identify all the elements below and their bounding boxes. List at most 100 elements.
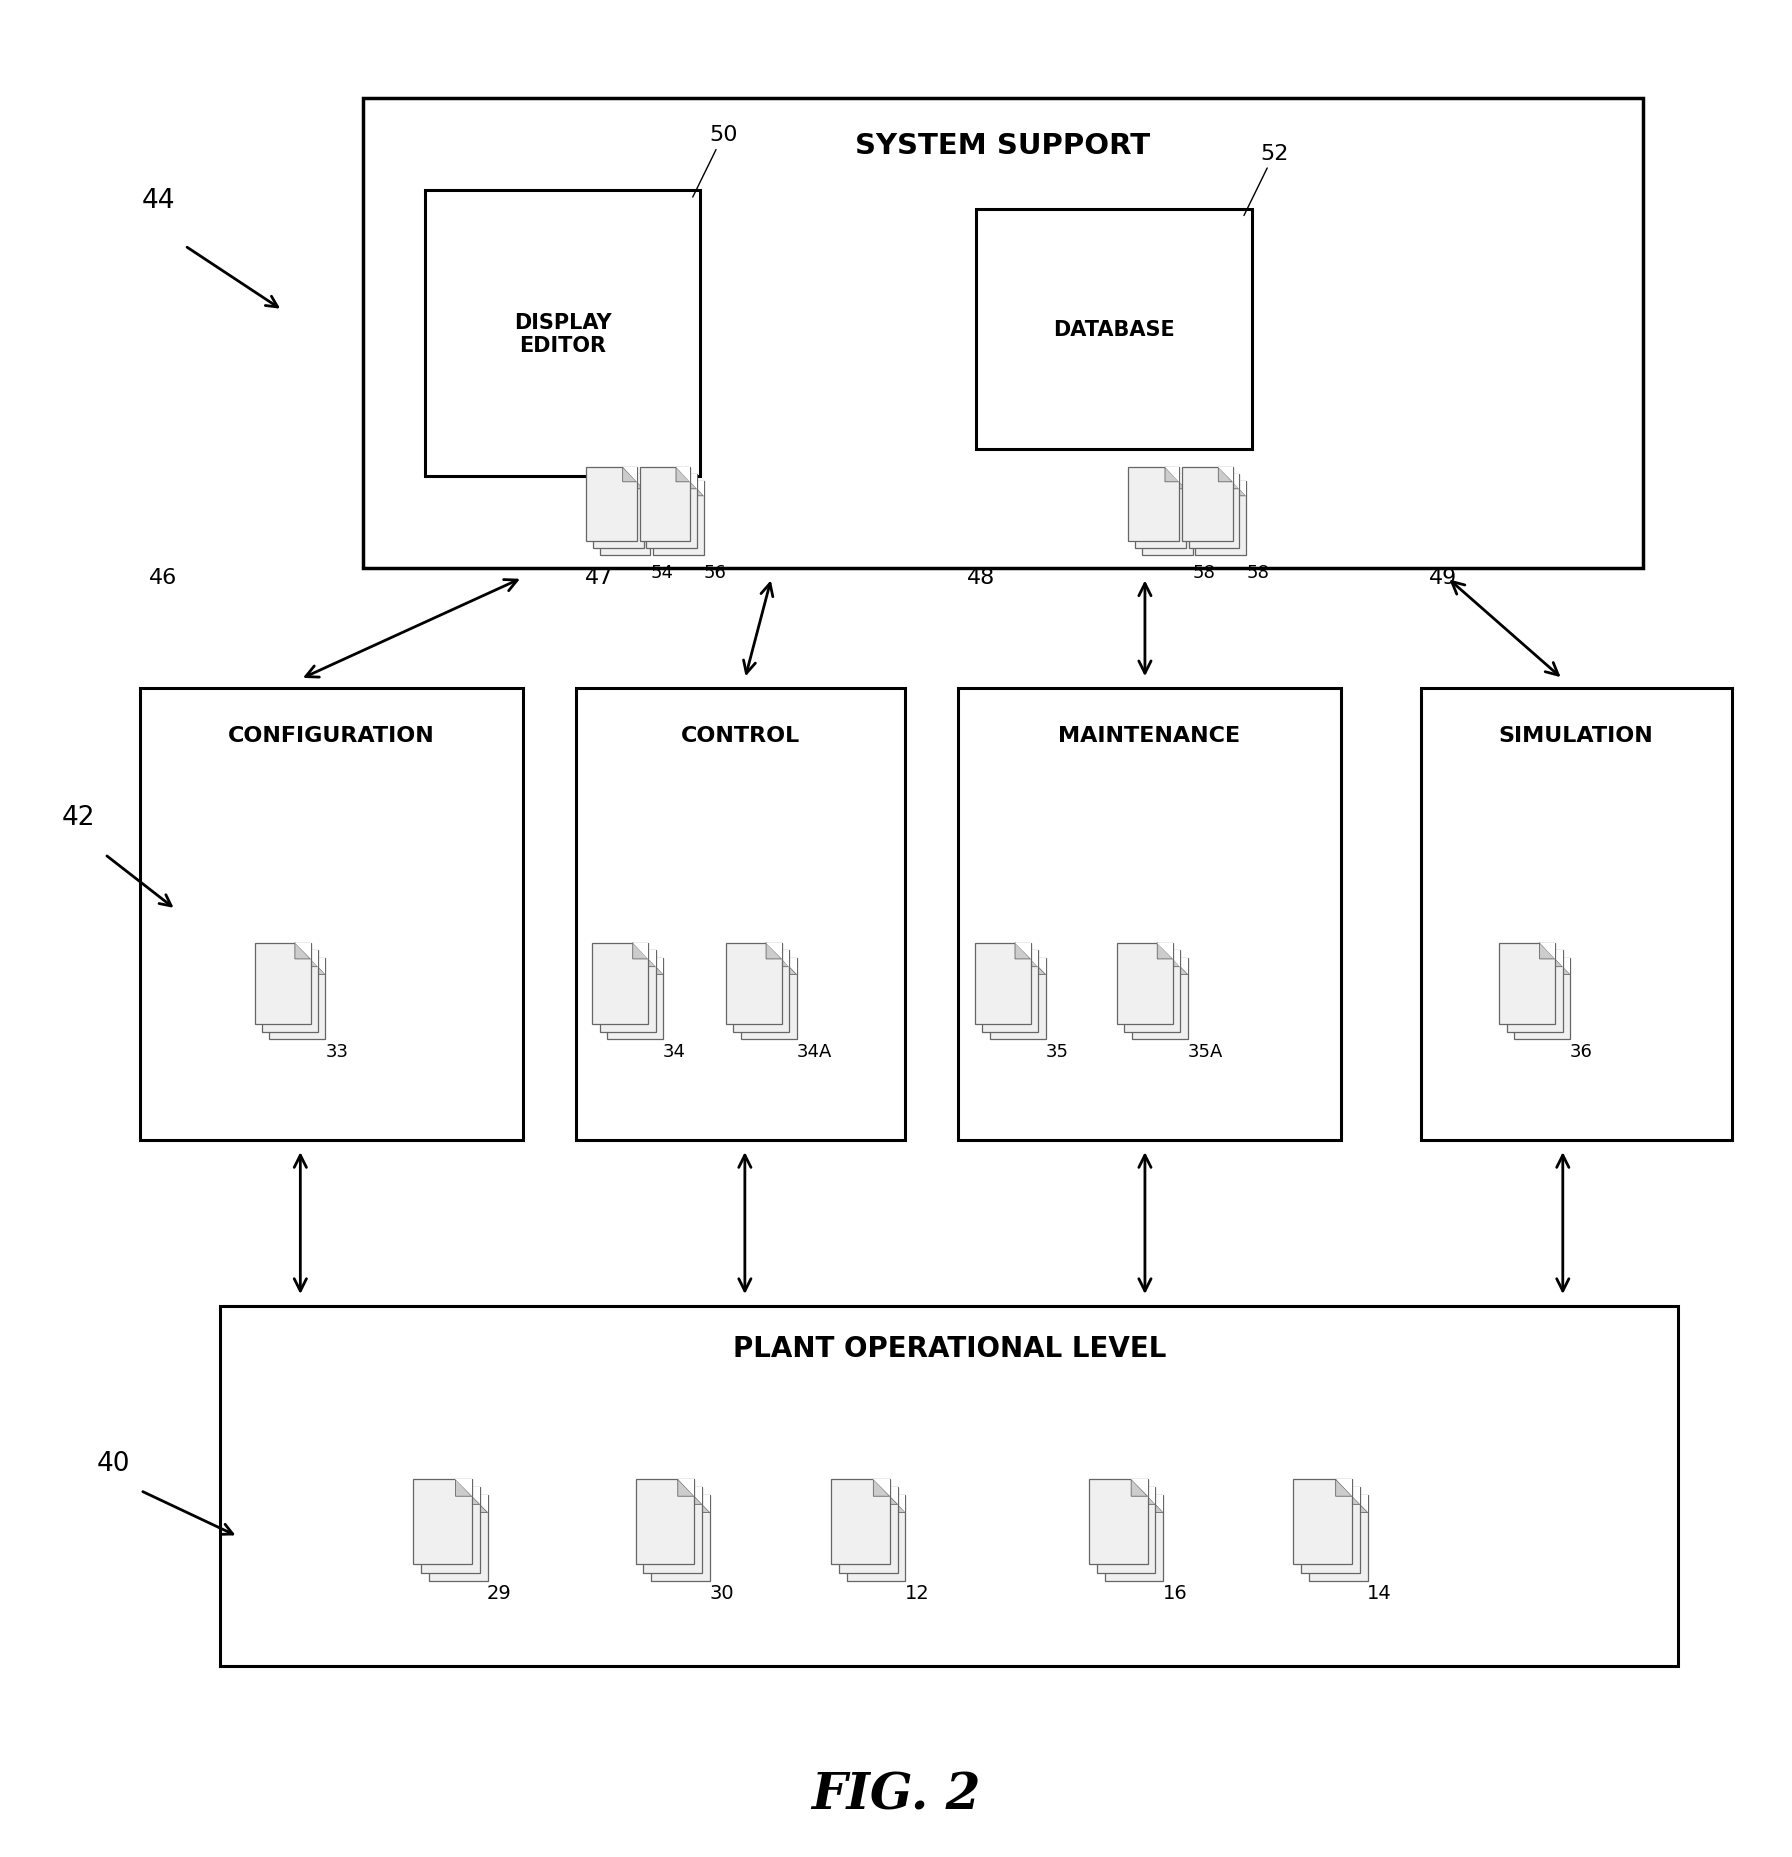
Bar <box>1188 475 1240 548</box>
Bar <box>1142 481 1193 555</box>
Polygon shape <box>636 481 650 496</box>
Polygon shape <box>1539 943 1555 960</box>
Text: 50: 50 <box>694 124 738 199</box>
Bar <box>586 468 636 542</box>
Bar <box>1097 1487 1156 1573</box>
Polygon shape <box>310 958 326 975</box>
Polygon shape <box>629 475 643 490</box>
Polygon shape <box>1172 958 1188 975</box>
Bar <box>575 689 905 1140</box>
Text: 52: 52 <box>1244 143 1288 217</box>
Polygon shape <box>1554 958 1570 975</box>
Bar <box>220 1305 1679 1666</box>
Text: SYSTEM SUPPORT: SYSTEM SUPPORT <box>855 132 1150 160</box>
Text: SIMULATION: SIMULATION <box>1498 726 1654 747</box>
Polygon shape <box>1140 1487 1156 1504</box>
Bar <box>600 481 650 555</box>
Text: 33: 33 <box>324 1044 348 1060</box>
Bar <box>959 689 1340 1140</box>
Text: DISPLAY
EDITOR: DISPLAY EDITOR <box>514 312 611 357</box>
Text: FIG. 2: FIG. 2 <box>812 1770 980 1820</box>
Text: 46: 46 <box>149 568 177 587</box>
Bar <box>1116 943 1174 1025</box>
Bar <box>254 943 310 1025</box>
Polygon shape <box>1231 481 1245 496</box>
Bar <box>1133 958 1188 1040</box>
Bar <box>140 689 523 1140</box>
Bar <box>1294 1480 1353 1565</box>
Polygon shape <box>1335 1480 1353 1497</box>
Polygon shape <box>1344 1487 1360 1504</box>
Text: CONFIGURATION: CONFIGURATION <box>228 726 435 747</box>
Text: 16: 16 <box>1163 1582 1188 1603</box>
Bar <box>593 943 649 1025</box>
Polygon shape <box>640 951 656 967</box>
Bar <box>636 1480 694 1565</box>
Polygon shape <box>676 468 690 483</box>
Bar <box>848 1495 905 1580</box>
Bar <box>1090 1480 1147 1565</box>
Text: 42: 42 <box>61 804 95 830</box>
Polygon shape <box>471 1495 487 1513</box>
Bar <box>600 951 656 1032</box>
Polygon shape <box>774 951 788 967</box>
Text: 49: 49 <box>1430 568 1457 587</box>
Polygon shape <box>1351 1495 1367 1513</box>
Polygon shape <box>1140 1487 1156 1504</box>
Polygon shape <box>1226 475 1240 490</box>
Bar <box>975 943 1030 1025</box>
Bar <box>839 1487 898 1573</box>
Polygon shape <box>640 951 656 967</box>
Polygon shape <box>296 943 310 960</box>
Text: 54: 54 <box>650 563 674 581</box>
Bar <box>593 475 643 548</box>
Text: 12: 12 <box>905 1582 930 1603</box>
Bar <box>1124 951 1181 1032</box>
Polygon shape <box>1219 468 1233 483</box>
Polygon shape <box>1147 1495 1163 1513</box>
Polygon shape <box>1344 1487 1360 1504</box>
Polygon shape <box>464 1487 480 1504</box>
Text: 30: 30 <box>710 1582 735 1603</box>
Polygon shape <box>633 943 649 960</box>
Text: 29: 29 <box>487 1582 513 1603</box>
Bar <box>1195 481 1245 555</box>
Polygon shape <box>1554 958 1570 975</box>
Bar <box>421 1487 480 1573</box>
Text: 34: 34 <box>663 1044 686 1060</box>
Text: 58: 58 <box>1245 563 1269 581</box>
Bar <box>982 951 1038 1032</box>
Polygon shape <box>1131 1480 1147 1497</box>
Polygon shape <box>1165 951 1181 967</box>
Bar <box>740 958 797 1040</box>
Polygon shape <box>1158 943 1174 960</box>
Bar <box>362 98 1643 568</box>
Polygon shape <box>677 1480 694 1497</box>
Bar <box>269 958 326 1040</box>
Polygon shape <box>629 475 643 490</box>
Bar <box>1507 951 1563 1032</box>
Polygon shape <box>1165 951 1181 967</box>
Polygon shape <box>310 958 326 975</box>
Text: 35A: 35A <box>1188 1044 1222 1060</box>
Bar <box>1136 475 1186 548</box>
Polygon shape <box>677 1480 694 1497</box>
Polygon shape <box>1172 958 1188 975</box>
Polygon shape <box>1226 475 1240 490</box>
Bar <box>414 1480 471 1565</box>
Polygon shape <box>690 481 704 496</box>
Polygon shape <box>774 951 788 967</box>
Text: PLANT OPERATIONAL LEVEL: PLANT OPERATIONAL LEVEL <box>733 1333 1167 1361</box>
Polygon shape <box>683 475 697 490</box>
Polygon shape <box>296 943 310 960</box>
Polygon shape <box>647 958 663 975</box>
Text: 14: 14 <box>1367 1582 1392 1603</box>
Text: 34A: 34A <box>796 1044 831 1060</box>
Bar <box>1129 468 1179 542</box>
Polygon shape <box>765 943 781 960</box>
Bar <box>733 951 788 1032</box>
Bar <box>1421 689 1731 1140</box>
Bar <box>425 191 701 477</box>
Text: 58: 58 <box>1193 563 1215 581</box>
Bar <box>428 1495 487 1580</box>
